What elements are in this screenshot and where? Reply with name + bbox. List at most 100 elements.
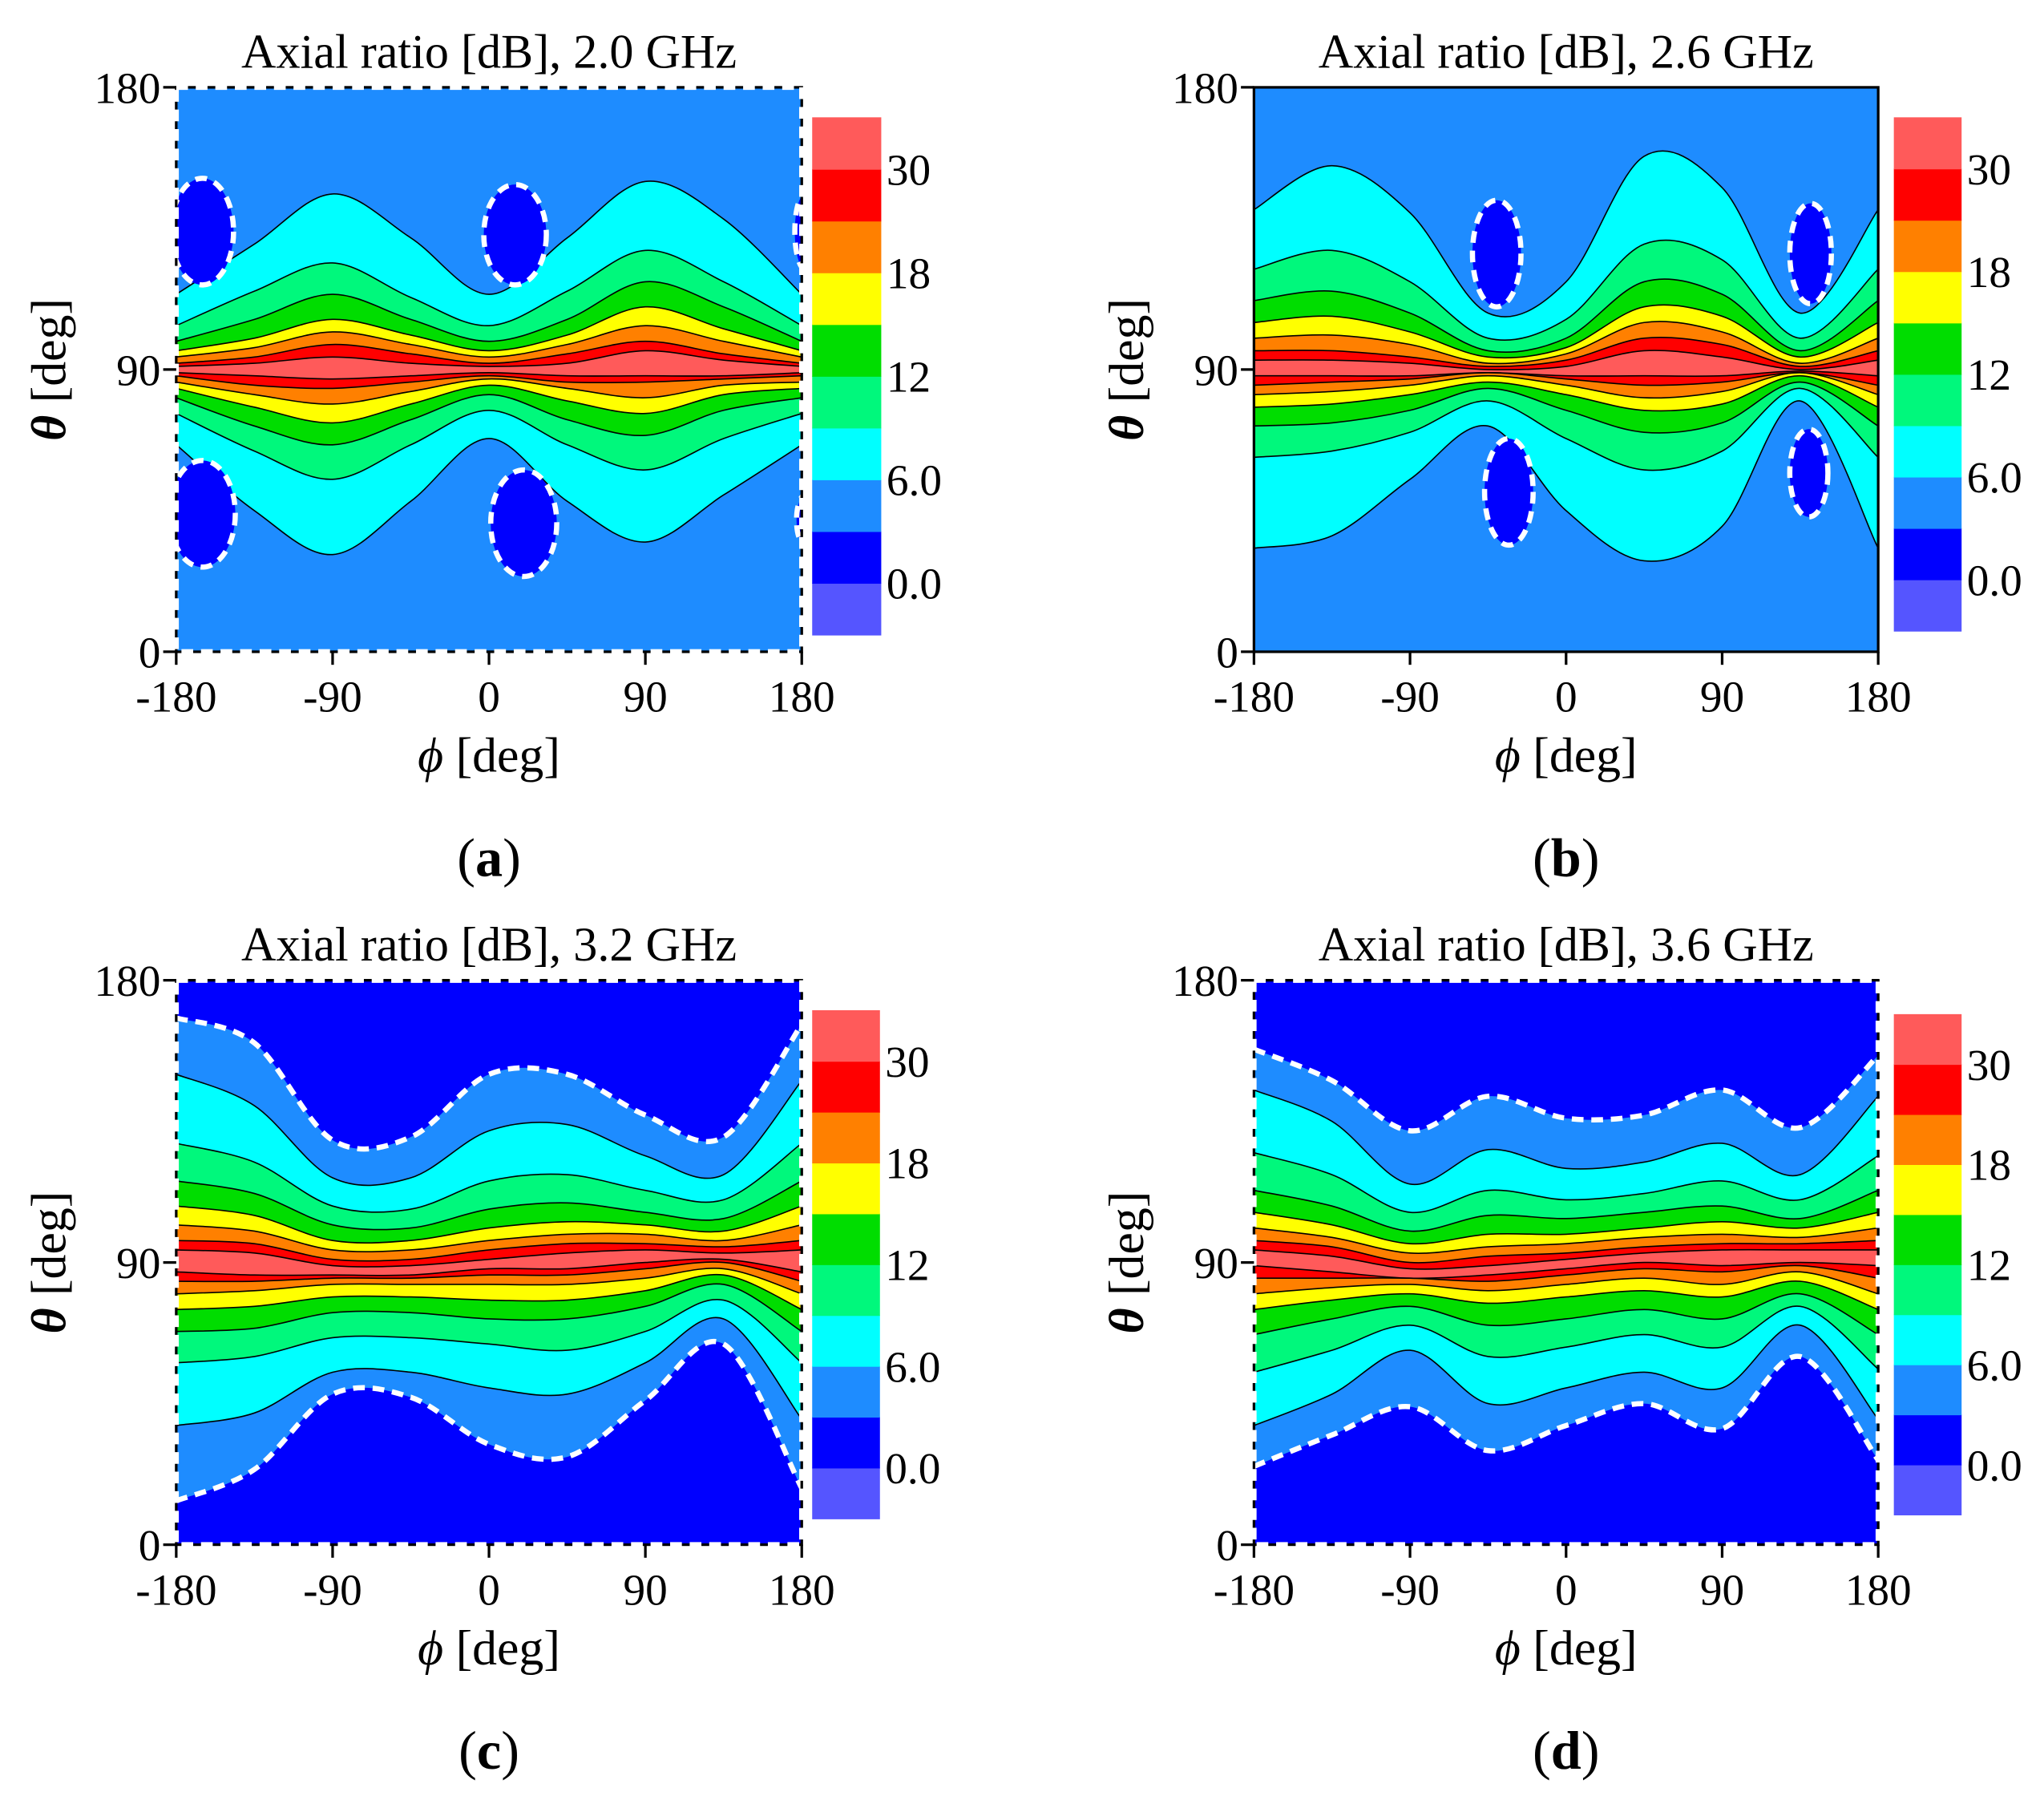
colorbar-tick-label: 0.0 bbox=[885, 1444, 940, 1493]
y-axis-label: θ [deg] bbox=[1100, 298, 1154, 441]
contour-line bbox=[176, 409, 802, 480]
island bbox=[1481, 435, 1536, 548]
contour-line bbox=[176, 305, 802, 352]
x-tick-label: -90 bbox=[1380, 1565, 1440, 1614]
colorbar-block bbox=[812, 1010, 880, 1062]
contour-band bbox=[1254, 350, 1879, 377]
colorbar-tick-label: 30 bbox=[1967, 1041, 2011, 1090]
colorbar-block bbox=[812, 1467, 880, 1519]
colorbar-tick-label: 0.0 bbox=[887, 560, 942, 609]
contour-line bbox=[1254, 1292, 1879, 1336]
x-tick-label: 0 bbox=[1555, 1565, 1577, 1614]
contour-line bbox=[176, 1074, 802, 1187]
colorbar-block bbox=[1893, 271, 1962, 324]
colorbar-tick-label: 6.0 bbox=[887, 456, 942, 505]
contour-line bbox=[1254, 372, 1879, 399]
chart-title: Axial ratio [dB], 3.2 GHz bbox=[241, 918, 737, 972]
contour-line bbox=[176, 438, 802, 556]
y-axis-label: θ [deg] bbox=[1100, 1191, 1154, 1334]
colorbar-tick-label: 18 bbox=[887, 249, 931, 297]
contour-line bbox=[1254, 374, 1879, 412]
contour-line bbox=[176, 384, 802, 424]
contour-line bbox=[176, 249, 802, 326]
contour-line bbox=[176, 340, 802, 364]
contour-line bbox=[1254, 1305, 1879, 1373]
island bbox=[176, 176, 236, 288]
colorbar-block bbox=[1893, 1114, 1962, 1165]
y-tick-label: 0 bbox=[139, 1521, 161, 1570]
x-tick-label: 180 bbox=[1845, 673, 1912, 722]
colorbar-block bbox=[1893, 1414, 1962, 1466]
x-tick-label: 180 bbox=[769, 673, 835, 722]
contour-line bbox=[176, 372, 802, 380]
x-tick-label: -90 bbox=[303, 1565, 362, 1614]
y-tick-label: 90 bbox=[1194, 1239, 1238, 1288]
colorbar-tick-label: 6.0 bbox=[1967, 1341, 2022, 1389]
y-axis-label: θ [deg] bbox=[22, 298, 77, 441]
panel-label: (a) bbox=[457, 827, 521, 888]
colorbar-block bbox=[1893, 1164, 1962, 1215]
contour-line bbox=[1254, 1227, 1879, 1254]
y-tick-label: 0 bbox=[139, 628, 161, 677]
contour-line bbox=[176, 1240, 802, 1262]
island bbox=[1787, 426, 1831, 520]
contour-line bbox=[1254, 278, 1879, 353]
colorbar-block bbox=[812, 427, 882, 480]
colorbar-block bbox=[1893, 1264, 1962, 1316]
colorbar-tick-label: 6.0 bbox=[885, 1342, 940, 1391]
island bbox=[481, 181, 549, 288]
contour-band bbox=[1254, 1249, 1879, 1279]
x-tick-label: -180 bbox=[1214, 1565, 1295, 1614]
colorbar-block bbox=[1893, 476, 1962, 529]
plot-area bbox=[1254, 87, 1879, 652]
island bbox=[1469, 197, 1524, 309]
colorbar-block bbox=[812, 1163, 880, 1215]
contour-line bbox=[1254, 1353, 1879, 1469]
chart-title: Axial ratio [dB], 2.6 GHz bbox=[1319, 26, 1814, 79]
contour-band bbox=[176, 1249, 802, 1276]
x-tick-label: -180 bbox=[135, 1565, 216, 1614]
plot-area bbox=[176, 87, 802, 652]
contour-line bbox=[1254, 1261, 1879, 1280]
contour-line bbox=[1254, 321, 1879, 365]
colorbar-tick-label: 18 bbox=[1967, 1141, 2011, 1190]
contour-line bbox=[176, 1261, 802, 1283]
colorbar-tick-label: 12 bbox=[1967, 350, 2011, 399]
contour-line bbox=[1254, 1211, 1879, 1245]
contour-line bbox=[176, 378, 802, 405]
colorbar-block bbox=[812, 1417, 880, 1469]
colorbar-block bbox=[1893, 579, 1962, 632]
contour-line bbox=[176, 1339, 802, 1503]
x-axis-label: ϕ [deg] bbox=[1495, 728, 1638, 783]
x-tick-label: 0 bbox=[1555, 673, 1577, 722]
contour-line bbox=[176, 1283, 802, 1333]
colorbar-block bbox=[1893, 1364, 1962, 1416]
colorbar-tick-label: 6.0 bbox=[1967, 453, 2022, 502]
colorbar-block bbox=[1893, 528, 1962, 580]
panel-label: (d) bbox=[1533, 1720, 1599, 1781]
y-tick-label: 180 bbox=[94, 63, 160, 112]
colorbar-block bbox=[812, 531, 882, 584]
colorbar-block bbox=[812, 1315, 880, 1367]
x-axis-label: ϕ [deg] bbox=[418, 728, 560, 783]
contour-line bbox=[1254, 370, 1879, 377]
contour-line bbox=[1254, 1280, 1879, 1311]
contour-line bbox=[1254, 400, 1879, 562]
colorbar-tick-label: 30 bbox=[887, 145, 931, 194]
x-tick-label: -180 bbox=[135, 673, 216, 722]
plot-area bbox=[176, 980, 802, 1545]
contour-line bbox=[176, 1258, 802, 1276]
x-tick-label: -90 bbox=[1380, 673, 1440, 722]
x-axis-label: ϕ [deg] bbox=[418, 1621, 560, 1676]
contour-line bbox=[176, 1205, 802, 1244]
colorbar-block bbox=[812, 479, 882, 532]
contour-line bbox=[1254, 1271, 1879, 1295]
contour-line bbox=[176, 281, 802, 342]
colorbar-block bbox=[1893, 1314, 1962, 1365]
contour-line bbox=[176, 1224, 802, 1253]
panel-label: (b) bbox=[1533, 827, 1599, 888]
island bbox=[487, 467, 559, 580]
colorbar-block bbox=[1893, 1013, 1962, 1066]
y-tick-label: 90 bbox=[116, 1239, 160, 1288]
island bbox=[176, 458, 238, 570]
